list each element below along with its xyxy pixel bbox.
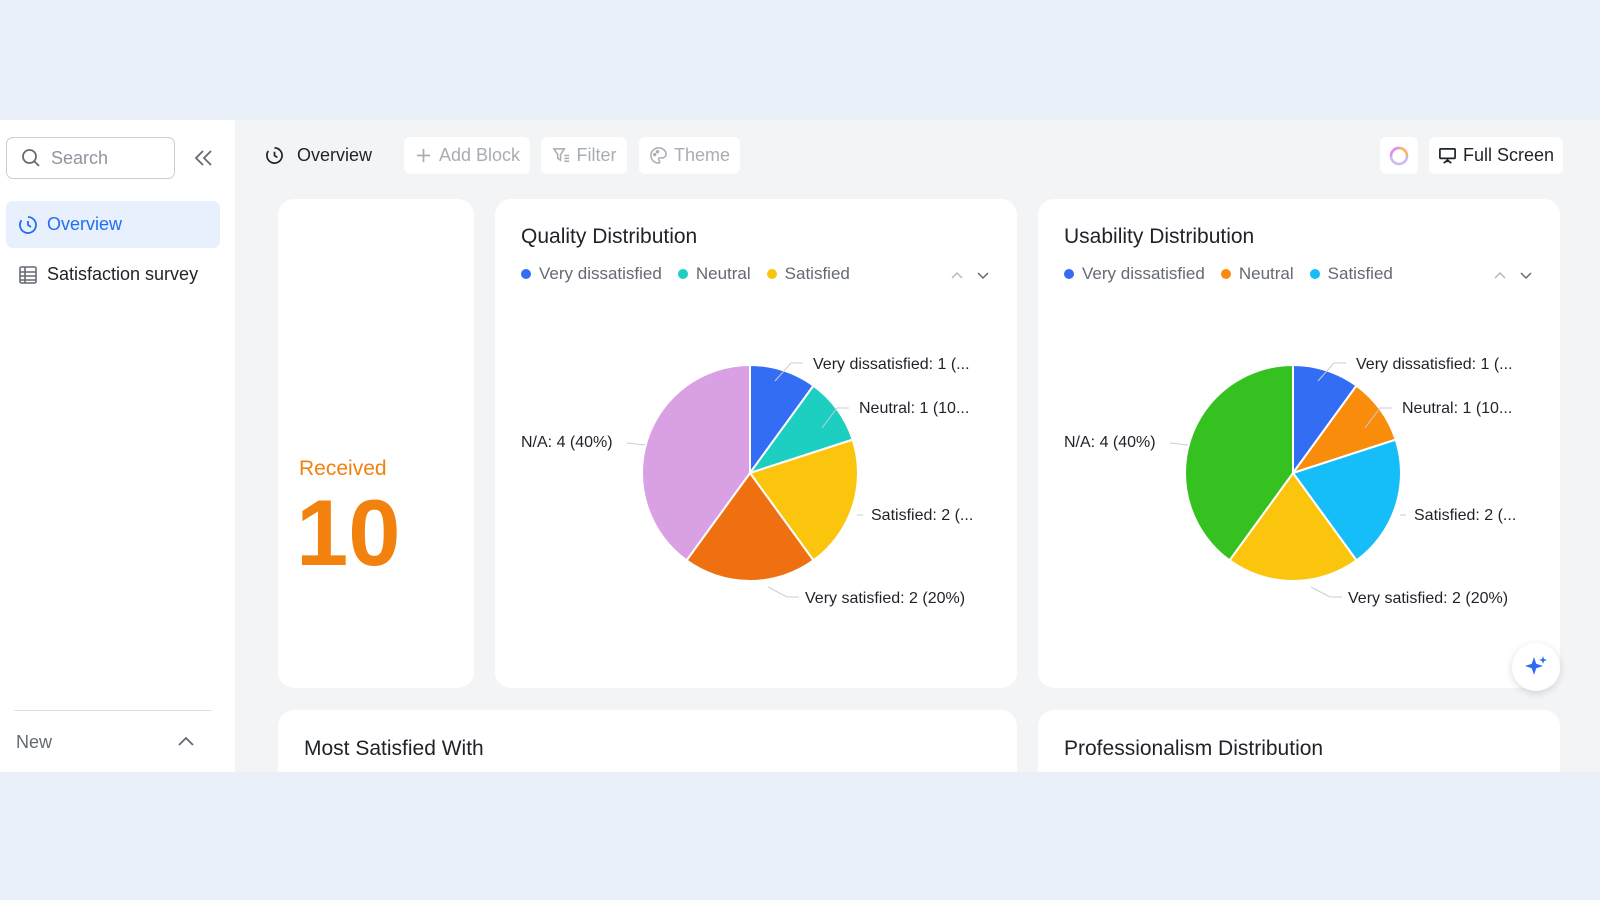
chart-legend: Very dissatisfied Neutral Satisfied	[1064, 264, 1393, 284]
sidebar: Search Overview Satisfaction survey New	[0, 120, 235, 772]
pie-slice-n-a[interactable]	[1184, 363, 1294, 562]
legend-label: Very dissatisfied	[539, 264, 662, 283]
pie-slice-very-satisfied[interactable]	[685, 471, 815, 582]
filter-button[interactable]: Filter	[541, 137, 627, 174]
legend-label: Satisfied	[1327, 264, 1393, 283]
slice-label-neutral: Neutral: 1 (10...	[1402, 400, 1512, 417]
chevron-down-icon[interactable]	[1518, 267, 1534, 283]
theme-label: Theme	[673, 145, 731, 165]
leader-line	[1310, 586, 1342, 598]
received-label: Received	[299, 457, 387, 480]
sidebar-item-label: Satisfaction survey	[47, 264, 199, 284]
pie-slice-n-a[interactable]	[641, 363, 751, 562]
card-title: Professionalism Distribution	[1064, 737, 1324, 760]
legend-item[interactable]: Satisfied	[766, 264, 850, 284]
usability-distribution-card: Usability Distribution Very dissatisfied…	[1038, 199, 1560, 688]
chevron-up-icon[interactable]	[176, 732, 196, 752]
new-label: New	[16, 731, 53, 752]
chevron-up-icon[interactable]	[1492, 267, 1508, 283]
legend-dot	[766, 269, 777, 279]
sidebar-divider	[14, 710, 212, 711]
most-satisfied-with-card: Most Satisfied With	[278, 710, 1017, 772]
full-screen-label: Full Screen	[1462, 145, 1555, 165]
sidebar-item-overview[interactable]: Overview	[6, 201, 220, 248]
clock-dashboard-icon	[266, 147, 283, 164]
slice-label-satisfied: Satisfied: 2 (...	[871, 507, 973, 524]
slice-label-neutral: Neutral: 1 (10...	[859, 400, 969, 417]
add-block-button[interactable]: Add Block	[404, 137, 530, 174]
legend-dot	[677, 269, 688, 279]
full-screen-button[interactable]: Full Screen	[1429, 137, 1563, 174]
search-input[interactable]: Search	[6, 137, 175, 179]
dashboard-app: Search Overview Satisfaction survey New …	[0, 120, 1600, 772]
leader-line	[1317, 362, 1346, 382]
pie-slice-satisfied[interactable]	[748, 438, 859, 562]
legend-item[interactable]: Very dissatisfied	[521, 264, 662, 284]
double-chevron-left-icon	[194, 150, 212, 166]
loading-spinner-icon	[1389, 146, 1409, 165]
quality-distribution-card: Quality Distribution Very dissatisfied N…	[495, 199, 1017, 688]
palette-icon	[650, 147, 667, 164]
quality-pie-chart: Very dissatisfied: 1 (... Neutral: 1 (10…	[521, 356, 973, 607]
collapse-sidebar-button[interactable]	[192, 146, 216, 170]
filter-icon	[551, 148, 569, 162]
table-icon	[19, 265, 37, 284]
presentation-icon	[1439, 147, 1456, 164]
legend-item[interactable]: Satisfied	[1309, 264, 1393, 284]
loading-indicator	[1380, 137, 1418, 174]
add-block-label: Add Block	[438, 145, 521, 165]
slice-label-satisfied: Satisfied: 2 (...	[1414, 507, 1516, 524]
slice-label-very-dissatisfied: Very dissatisfied: 1 (...	[1356, 356, 1513, 373]
overview-tab[interactable]: Overview	[265, 137, 372, 174]
overview-tab-label: Overview	[297, 145, 373, 165]
chevron-down-icon[interactable]	[975, 267, 991, 283]
received-value: 10	[296, 480, 401, 585]
plus-icon	[416, 148, 431, 163]
clock-dashboard-icon	[19, 215, 37, 234]
leader-line	[1364, 407, 1392, 429]
legend-label: Very dissatisfied	[1082, 264, 1205, 283]
search-placeholder: Search	[51, 147, 109, 168]
legend-label: Neutral	[1238, 264, 1294, 283]
usability-pie-chart: Very dissatisfied: 1 (... Neutral: 1 (10…	[1064, 356, 1516, 607]
leader-line	[1169, 442, 1189, 446]
ai-assistant-button[interactable]	[1512, 643, 1560, 691]
sidebar-new-section[interactable]: New	[16, 730, 196, 754]
chart-title: Quality Distribution	[521, 225, 698, 248]
filter-label: Filter	[576, 145, 617, 165]
legend-item[interactable]: Neutral	[677, 264, 751, 284]
legend-dot	[1064, 269, 1074, 279]
legend-dot	[1220, 269, 1231, 279]
legend-item[interactable]: Neutral	[1220, 264, 1294, 284]
pie-slice-satisfied[interactable]	[1291, 438, 1402, 562]
legend-pager	[949, 267, 997, 285]
legend-label: Satisfied	[784, 264, 850, 283]
professionalism-distribution-card: Professionalism Distribution	[1038, 710, 1560, 772]
slice-label-very-dissatisfied: Very dissatisfied: 1 (...	[813, 356, 970, 373]
chart-legend: Very dissatisfied Neutral Satisfied	[521, 264, 850, 284]
legend-dot	[1309, 269, 1320, 279]
leader-line	[821, 407, 849, 429]
sidebar-item-label: Overview	[47, 214, 123, 234]
chevron-up-icon[interactable]	[949, 267, 965, 283]
theme-button[interactable]: Theme	[639, 137, 740, 174]
search-icon	[22, 149, 40, 167]
legend-dot	[521, 269, 531, 279]
leader-line	[774, 362, 803, 382]
slice-label-very-satisfied: Very satisfied: 2 (20%)	[805, 590, 965, 607]
legend-item[interactable]: Very dissatisfied	[1064, 264, 1205, 284]
card-title: Most Satisfied With	[304, 737, 484, 760]
sparkle-icon	[1525, 656, 1547, 675]
slice-label-na: N/A: 4 (40%)	[1064, 434, 1156, 451]
pie-slice-very-satisfied[interactable]	[1228, 471, 1358, 582]
slice-label-very-satisfied: Very satisfied: 2 (20%)	[1348, 590, 1508, 607]
leader-line	[626, 442, 646, 446]
sidebar-item-satisfaction-survey[interactable]: Satisfaction survey	[6, 251, 220, 298]
legend-pager	[1492, 267, 1540, 285]
leader-line	[767, 586, 799, 598]
slice-label-na: N/A: 4 (40%)	[521, 434, 613, 451]
received-metric-card: Received 10	[278, 199, 474, 688]
legend-label: Neutral	[695, 264, 751, 283]
chart-title: Usability Distribution	[1064, 225, 1255, 248]
